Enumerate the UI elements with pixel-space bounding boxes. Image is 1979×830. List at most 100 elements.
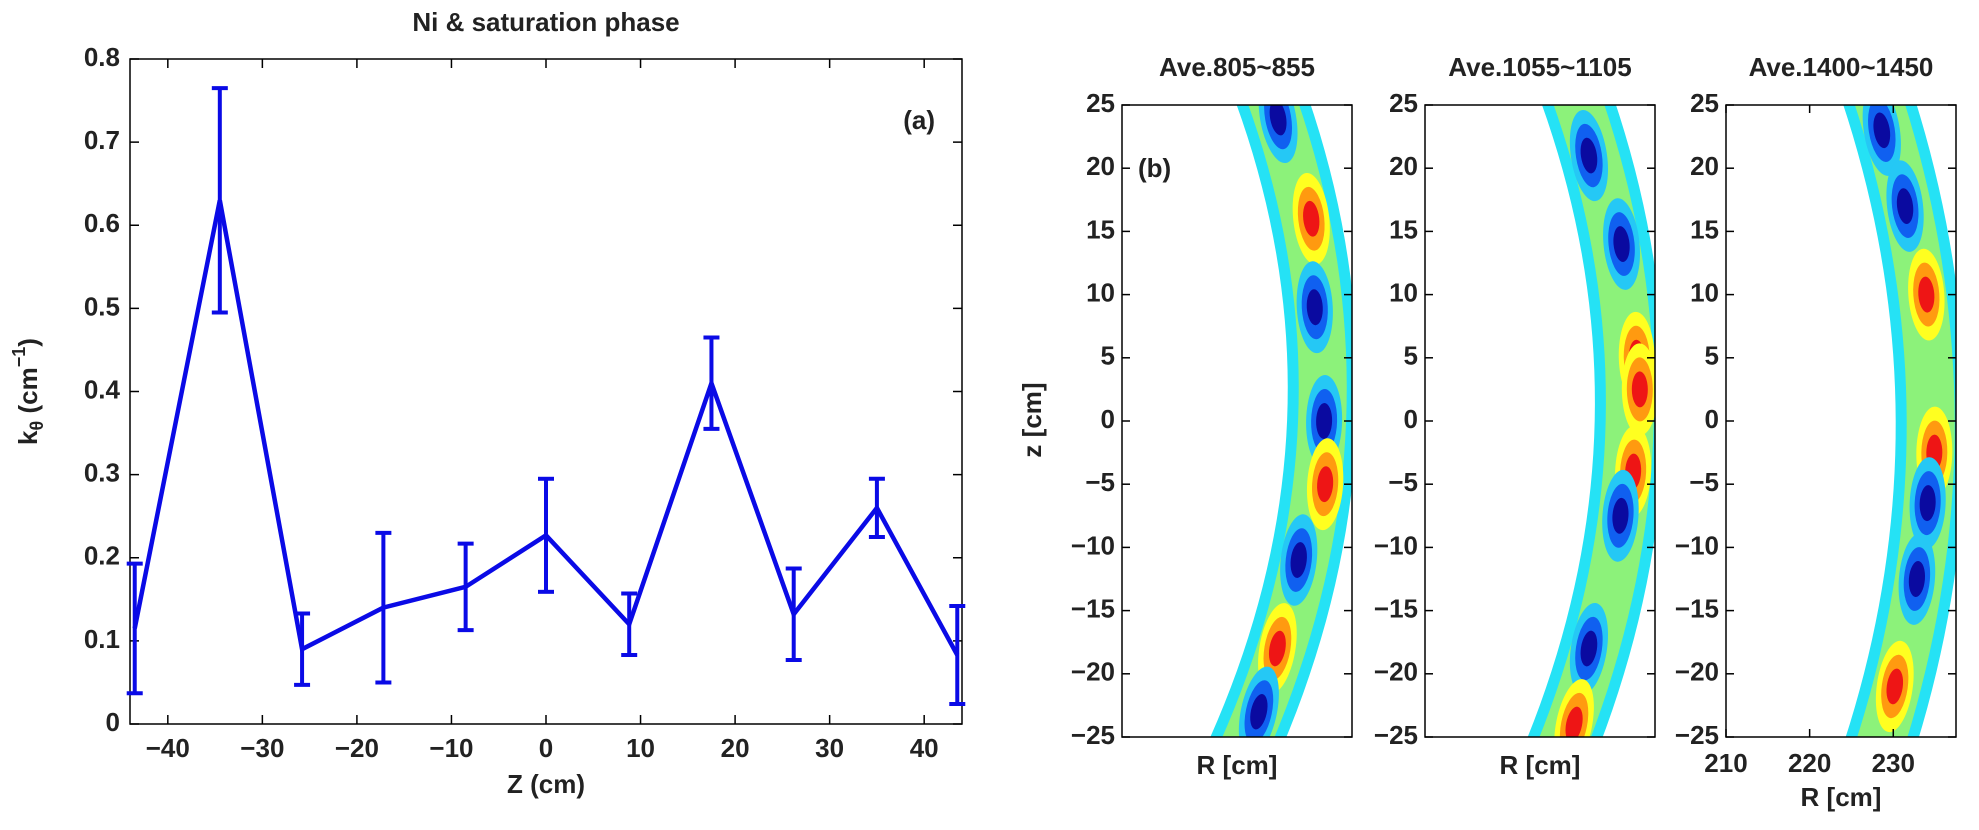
y-tick-label: 0.1 [84, 624, 120, 654]
y-tick-label: −25 [1071, 720, 1115, 750]
y-tick-label: 10 [1086, 277, 1115, 307]
y-tick-label: 0 [106, 707, 120, 737]
error-bar [294, 611, 311, 687]
y-axis-label-part: k [13, 430, 43, 445]
y-tick-label: −5 [1085, 467, 1115, 497]
panel-title: Ave.805~855 [1159, 52, 1315, 82]
contour-field [1527, 105, 1655, 737]
x-tick-label: 220 [1788, 748, 1831, 778]
contour-blob [1250, 694, 1268, 730]
contour-blob [1873, 112, 1891, 149]
contour-field [1843, 105, 1956, 737]
y-tick-label: 25 [1389, 88, 1418, 118]
y-tick-label: 15 [1690, 214, 1719, 244]
y-tick-label: 25 [1086, 88, 1115, 118]
y-axis-label-part: θ [27, 421, 47, 431]
y-tick-label: 20 [1389, 151, 1418, 181]
y-tick-label: 0 [1705, 404, 1719, 434]
x-tick-label: 210 [1704, 748, 1747, 778]
x-tick-label: −40 [146, 733, 190, 763]
y-tick-label: 25 [1690, 88, 1719, 118]
y-tick-label: −25 [1675, 720, 1719, 750]
y-tick-label: 15 [1389, 214, 1418, 244]
y-tick-label: −10 [1071, 530, 1115, 560]
y-tick-label: −5 [1388, 467, 1418, 497]
axes-frame [1121, 104, 1353, 738]
y-tick-label: −15 [1071, 593, 1115, 623]
axes-frame [1725, 104, 1957, 738]
contour-blob [1269, 105, 1287, 136]
chart-title: Ni & saturation phase [412, 7, 679, 37]
x-tick-label: −20 [335, 733, 379, 763]
contour-blob [1580, 137, 1598, 174]
y-tick-label: 5 [1705, 341, 1719, 371]
y-axis-label: kθ (cm−1) [9, 338, 47, 445]
contour-blob [1613, 226, 1630, 262]
panel-title: Ave.1400~1450 [1749, 52, 1934, 82]
contour-blob [1316, 403, 1333, 439]
x-tick-label: 0 [539, 733, 553, 763]
error-bar [868, 476, 885, 539]
error-bar [126, 561, 143, 696]
y-tick-label: −15 [1675, 593, 1719, 623]
x-axis-label: R [cm] [1197, 750, 1278, 780]
y-tick-label: 15 [1086, 214, 1115, 244]
error-bar [621, 591, 638, 658]
y-tick-label: 0.6 [84, 208, 120, 238]
x-tick-label: −10 [429, 733, 473, 763]
contour-blob [1908, 561, 1926, 597]
contour-blob [1919, 485, 1936, 522]
x-tick-label: 230 [1872, 748, 1915, 778]
contour-blob [1303, 200, 1320, 237]
y-axis-label: z [cm] [1017, 382, 1047, 457]
y-tick-label: −20 [1675, 657, 1719, 687]
contour-blob [1290, 542, 1307, 578]
y-tick-label: −15 [1374, 593, 1418, 623]
x-axis-label: R [cm] [1801, 782, 1882, 812]
panel-label: (a) [903, 105, 935, 135]
contour-blob [1918, 276, 1935, 313]
y-tick-label: −5 [1689, 467, 1719, 497]
error-bar [785, 566, 802, 662]
axes-frame [1424, 104, 1656, 738]
y-tick-label: −20 [1071, 657, 1115, 687]
y-tick-label: 10 [1690, 277, 1719, 307]
y-tick-label: 0.4 [84, 374, 121, 404]
contour-blob [1268, 630, 1286, 667]
y-tick-label: −10 [1374, 530, 1418, 560]
x-tick-label: 40 [910, 733, 939, 763]
x-axis-label: R [cm] [1500, 750, 1581, 780]
y-tick-label: 20 [1086, 151, 1115, 181]
contour-blob [1886, 668, 1904, 705]
contour-blob [1580, 630, 1598, 667]
y-tick-label: 0 [1101, 404, 1115, 434]
y-axis-label-part: ) [13, 338, 43, 347]
y-tick-label: 0.7 [84, 125, 120, 155]
error-bar [457, 541, 474, 633]
contour-blob [1306, 289, 1323, 326]
y-tick-label: 0.2 [84, 541, 120, 571]
error-bar [375, 530, 392, 685]
y-tick-label: −20 [1374, 657, 1418, 687]
x-tick-label: −30 [240, 733, 284, 763]
contour-blob [1565, 706, 1583, 737]
error-bar [949, 603, 966, 707]
y-tick-label: 5 [1101, 341, 1115, 371]
axes-frame [129, 58, 963, 725]
x-tick-label: 10 [626, 733, 655, 763]
error-bar [703, 335, 720, 431]
contour-blob [1317, 466, 1334, 503]
y-tick-label: 0 [1404, 404, 1418, 434]
contour-field [1210, 105, 1352, 737]
y-tick-label: 0.3 [84, 458, 120, 488]
panel-title: Ave.1055~1105 [1448, 52, 1631, 82]
y-tick-label: 20 [1690, 151, 1719, 181]
y-axis-label-part: −1 [9, 347, 29, 368]
error-bar [211, 86, 228, 315]
y-tick-label: 10 [1389, 277, 1418, 307]
y-tick-label: 0.8 [84, 42, 120, 72]
y-tick-label: 0.5 [84, 291, 120, 321]
y-axis-label-part: (cm [13, 367, 43, 420]
error-bar [538, 476, 554, 594]
